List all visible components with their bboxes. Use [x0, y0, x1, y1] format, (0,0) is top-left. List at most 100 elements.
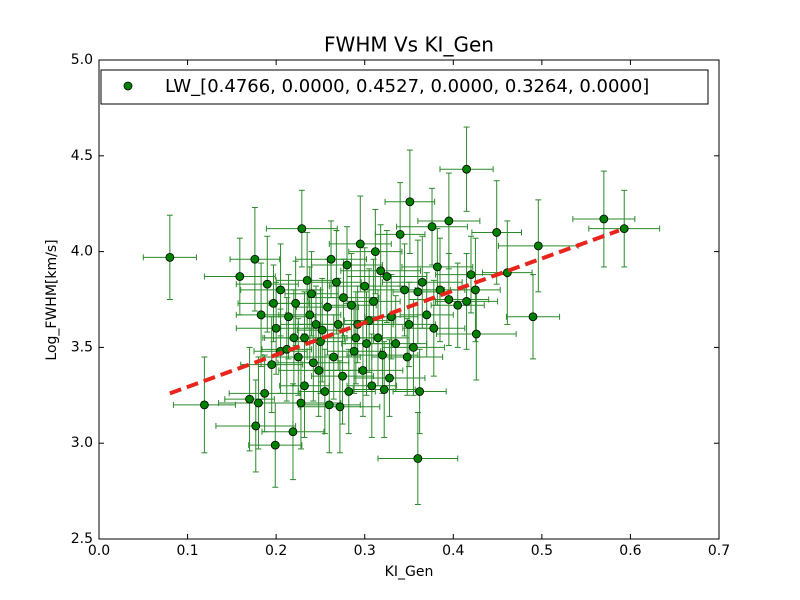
point [344, 387, 354, 396]
point [311, 320, 321, 329]
point [492, 228, 502, 237]
point [256, 310, 266, 320]
point [409, 342, 418, 352]
point [619, 224, 629, 234]
x-tick-label: 0.1 [176, 543, 198, 559]
point [417, 277, 427, 287]
point [395, 229, 405, 239]
point [333, 320, 343, 329]
chart-title: FWHM Vs KI_Gen [324, 33, 494, 57]
point [351, 333, 361, 343]
point [385, 373, 394, 383]
point [342, 260, 352, 270]
point [369, 297, 378, 306]
point [300, 333, 309, 343]
legend-marker [123, 81, 133, 91]
point [314, 365, 324, 375]
fit-line [169, 228, 620, 396]
point [432, 262, 442, 272]
point [307, 289, 316, 299]
point [349, 346, 359, 356]
point [358, 365, 368, 375]
point [367, 381, 377, 391]
point [415, 387, 425, 396]
point [462, 297, 471, 306]
point [323, 302, 332, 312]
x-axis-label: KI_Gen [385, 564, 434, 580]
point [362, 339, 371, 348]
x-tick-label: 0.0 [88, 543, 110, 559]
point [271, 323, 281, 333]
point [326, 254, 336, 264]
y-tick-label: 4.5 [71, 148, 93, 164]
x-tick-label: 0.4 [442, 543, 464, 559]
point [429, 323, 439, 333]
point [251, 421, 261, 431]
point [276, 285, 285, 295]
point [599, 214, 609, 224]
point [404, 320, 414, 329]
point [413, 454, 423, 463]
point [305, 310, 315, 320]
point [250, 254, 260, 264]
point [382, 272, 392, 281]
point [402, 352, 412, 362]
y-tick-label: 2.5 [71, 531, 93, 547]
point [293, 352, 303, 362]
point [300, 381, 309, 391]
point [370, 247, 380, 257]
point [471, 285, 480, 295]
x-tick-label: 0.3 [354, 543, 376, 559]
point [235, 272, 245, 281]
point [347, 300, 356, 310]
point [376, 266, 386, 276]
point [413, 287, 423, 297]
point [360, 281, 370, 291]
point [288, 427, 298, 437]
point [400, 285, 409, 295]
point [378, 350, 387, 360]
point [262, 279, 272, 289]
point [317, 325, 327, 335]
point [462, 164, 471, 174]
point [338, 371, 347, 381]
point [331, 277, 341, 287]
point [291, 298, 301, 308]
y-axis-label: Log_FWHM[km/s] [44, 239, 60, 360]
point [422, 310, 432, 320]
point [453, 300, 463, 310]
point [308, 358, 318, 368]
legend-box [100, 69, 709, 105]
point [329, 352, 339, 362]
point [260, 388, 270, 398]
point [297, 224, 307, 234]
point [533, 241, 543, 251]
point [471, 329, 481, 339]
point [267, 360, 277, 370]
point [405, 197, 415, 207]
point [324, 400, 334, 410]
point [355, 239, 365, 249]
point [289, 333, 299, 343]
point [320, 387, 330, 396]
point [466, 270, 476, 279]
point [302, 275, 312, 285]
point [245, 394, 254, 404]
y-tick-label: 4.0 [71, 244, 93, 260]
point [373, 333, 383, 343]
plot-area [142, 126, 661, 506]
point [435, 285, 445, 295]
point [427, 222, 437, 232]
axes-frame [98, 59, 720, 540]
point [296, 398, 306, 408]
point [444, 295, 454, 304]
point [339, 293, 348, 302]
point [284, 312, 293, 322]
point [165, 252, 175, 262]
y-tick-label: 5.0 [71, 52, 93, 68]
point [391, 339, 401, 348]
point [270, 440, 280, 450]
point [444, 216, 454, 226]
x-tick-label: 0.7 [708, 543, 730, 559]
